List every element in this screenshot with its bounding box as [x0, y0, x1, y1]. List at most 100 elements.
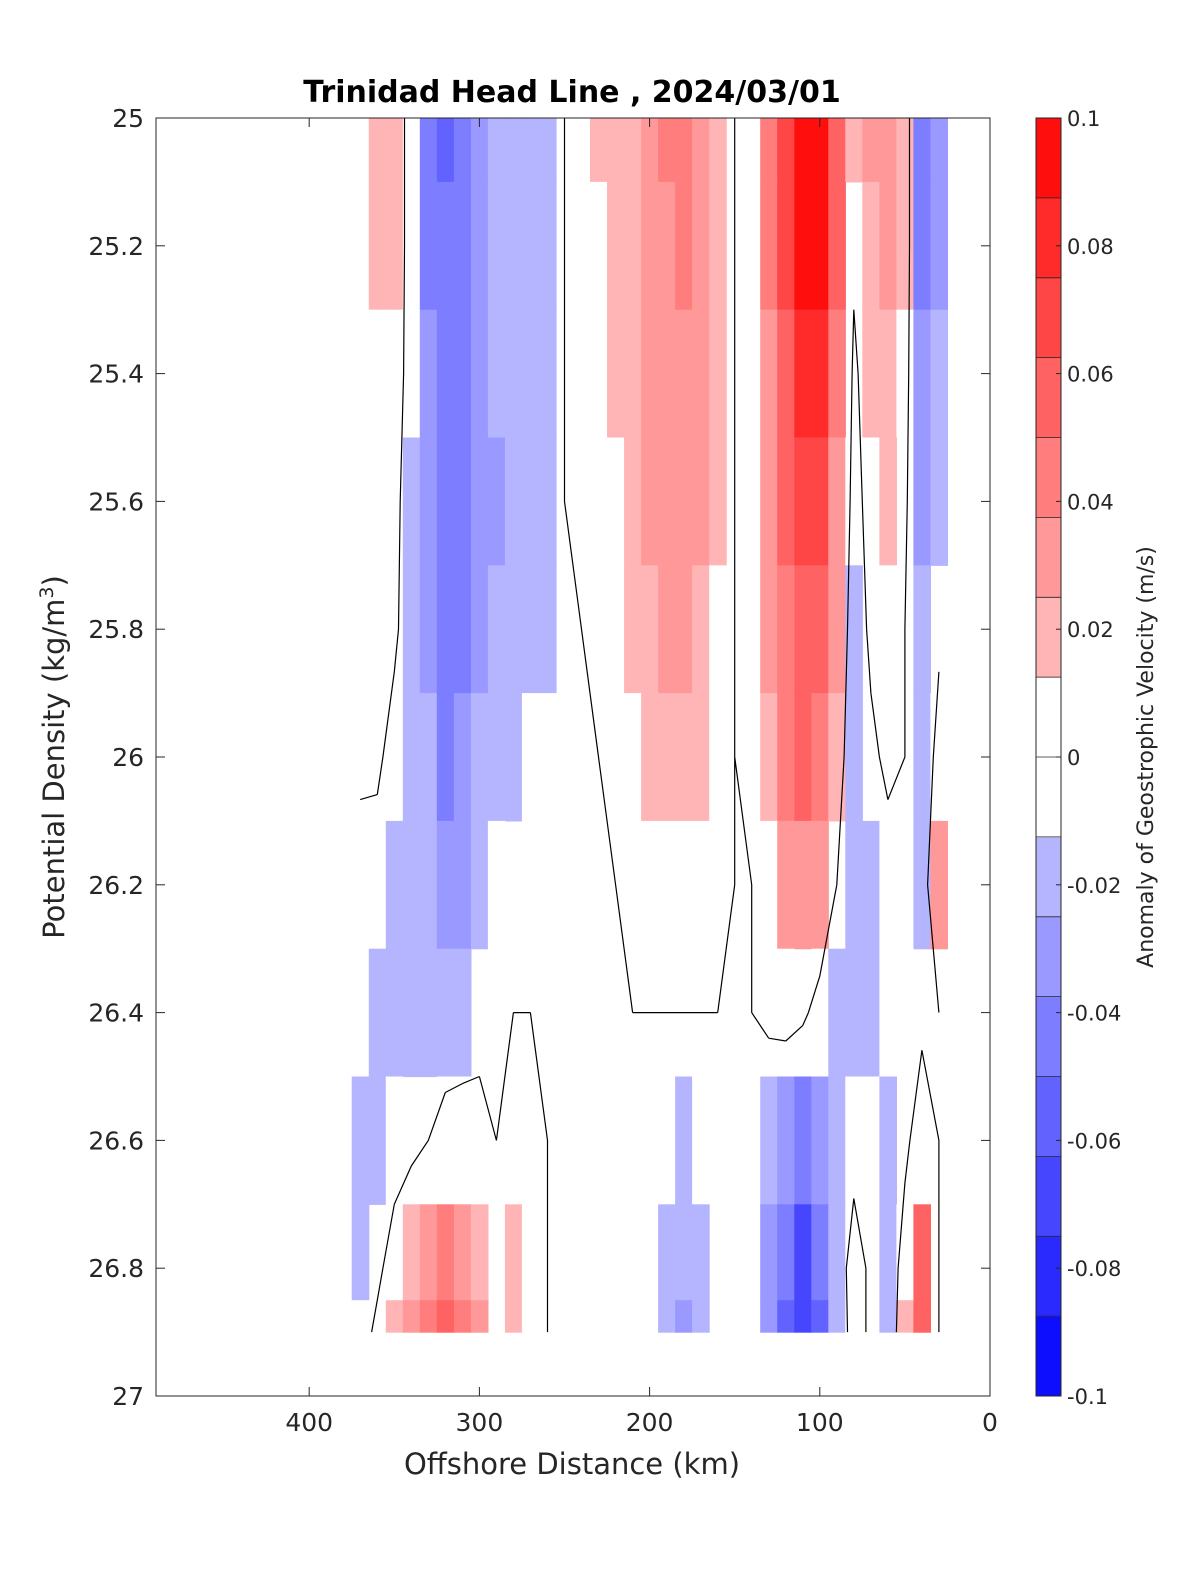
heatmap-cell — [402, 693, 421, 822]
heatmap-cell — [879, 181, 897, 311]
heatmap-cell — [402, 820, 421, 950]
heatmap-cell — [692, 693, 710, 822]
heatmap-cell — [436, 181, 455, 311]
heatmap-cell — [624, 693, 642, 822]
heatmap-cell — [402, 1300, 421, 1333]
heatmap-cell — [862, 118, 880, 183]
heatmap-cell — [896, 948, 914, 1078]
heatmap-cell — [573, 118, 591, 183]
x-tick-label: 0 — [982, 1408, 998, 1437]
heatmap-cell — [692, 820, 710, 950]
x-tick-label: 300 — [456, 1408, 504, 1437]
heatmap-cell — [487, 181, 506, 311]
heatmap-cell — [862, 1076, 880, 1205]
heatmap-cell — [521, 565, 540, 694]
heatmap-cell — [828, 1300, 846, 1333]
y-axis-label-close: ) — [37, 575, 71, 586]
heatmap-cell — [436, 565, 455, 694]
heatmap-cell — [828, 118, 846, 183]
heatmap-cell — [521, 1204, 540, 1301]
heatmap-cell — [845, 1300, 863, 1333]
heatmap-cell — [760, 1300, 778, 1333]
heatmap-cell — [590, 181, 608, 311]
y-tick-label: 27 — [112, 1382, 144, 1411]
heatmap-cell — [794, 1300, 812, 1333]
heatmap-cell — [368, 181, 387, 311]
heatmap-cell — [368, 309, 387, 439]
heatmap-cell — [402, 437, 421, 566]
heatmap-cell — [470, 1300, 489, 1333]
heatmap-cell — [913, 309, 931, 439]
heatmap-cell — [913, 181, 931, 311]
colorbar-level — [1036, 517, 1061, 598]
heatmap-cell — [743, 565, 761, 694]
heatmap-cell — [743, 309, 761, 439]
heatmap-cell — [521, 181, 540, 311]
heatmap-cell — [402, 309, 421, 439]
x-axis-ticks: 400 300 200 100 0 — [285, 118, 998, 1437]
heatmap-cell — [436, 437, 455, 566]
heatmap-cell — [794, 565, 812, 694]
heatmap-cell — [539, 181, 557, 311]
heatmap-cell — [845, 948, 863, 1078]
heatmap-cell — [521, 437, 540, 566]
heatmap-cell — [913, 1300, 931, 1333]
heatmap-cell — [402, 1204, 421, 1301]
heatmap-cell — [453, 1204, 472, 1301]
heatmap-cell — [436, 1204, 455, 1301]
heatmap-cell — [862, 309, 880, 439]
heatmap-cell — [504, 1204, 523, 1301]
colorbar-tick-label: -0.04 — [1067, 1002, 1121, 1026]
y-tick-label: 25.4 — [88, 360, 144, 389]
colorbar-tick-label: -0.1 — [1067, 1385, 1108, 1409]
heatmap-cell — [453, 948, 472, 1078]
heatmap-cell — [539, 693, 557, 822]
heatmap-cell — [351, 1300, 370, 1333]
y-tick-label: 25 — [112, 104, 144, 133]
heatmap-cell — [760, 565, 778, 694]
colorbar-level — [1036, 757, 1061, 838]
heatmap-cell — [811, 565, 829, 694]
colorbar-tick-label: 0.04 — [1067, 490, 1114, 514]
heatmap-cell — [709, 693, 727, 822]
heatmap-cell — [624, 118, 642, 183]
heatmap-cell — [453, 1076, 472, 1205]
heatmap-cell — [896, 181, 914, 311]
heatmap-cell — [828, 565, 846, 694]
heatmap-cell — [777, 1204, 795, 1301]
heatmap-cell — [470, 181, 489, 311]
heatmap-cell — [692, 118, 710, 183]
colorbar-tick-label: 0.08 — [1067, 235, 1114, 259]
heatmap-cell — [845, 118, 863, 183]
heatmap-cell — [351, 309, 370, 439]
heatmap-cell — [692, 1076, 710, 1205]
heatmap-cell — [913, 693, 931, 822]
heatmap-cell — [607, 309, 625, 439]
heatmap-cell — [828, 1076, 846, 1205]
colorbar-level — [1036, 1316, 1061, 1397]
heatmap-cell — [385, 948, 404, 1078]
zero-contours — [360, 118, 940, 1333]
heatmap-cell — [385, 118, 404, 183]
heatmap-cell — [930, 820, 948, 950]
heatmap-cell — [607, 181, 625, 311]
heatmap-cell — [419, 1300, 438, 1333]
heatmap-cell — [368, 820, 387, 950]
heatmap-cell — [760, 1076, 778, 1205]
colorbar-level — [1036, 1156, 1061, 1237]
heatmap-cell — [675, 1300, 693, 1333]
y-axis-label: Potential Density (kg/m3) — [36, 575, 71, 939]
heatmap-cell — [913, 118, 931, 183]
heatmap-cell — [879, 1204, 897, 1301]
heatmap-cell — [487, 820, 506, 950]
heatmap-cell — [811, 820, 829, 950]
zero-contour-line — [360, 118, 940, 1333]
colorbar-label: Anomaly of Geostrophic Velocity (m/s) — [1134, 546, 1159, 968]
heatmap-cell — [760, 820, 778, 950]
heatmap-cell — [504, 309, 523, 439]
colorbar-level — [1036, 597, 1061, 678]
heatmap-cell — [913, 565, 931, 694]
colorbar-tick-label: 0 — [1067, 746, 1080, 770]
colorbar: 0.1 0.08 0.06 0.04 0.02 0 -0.02 -0.04 -0.06 -0.08… — [1035, 107, 1121, 1409]
